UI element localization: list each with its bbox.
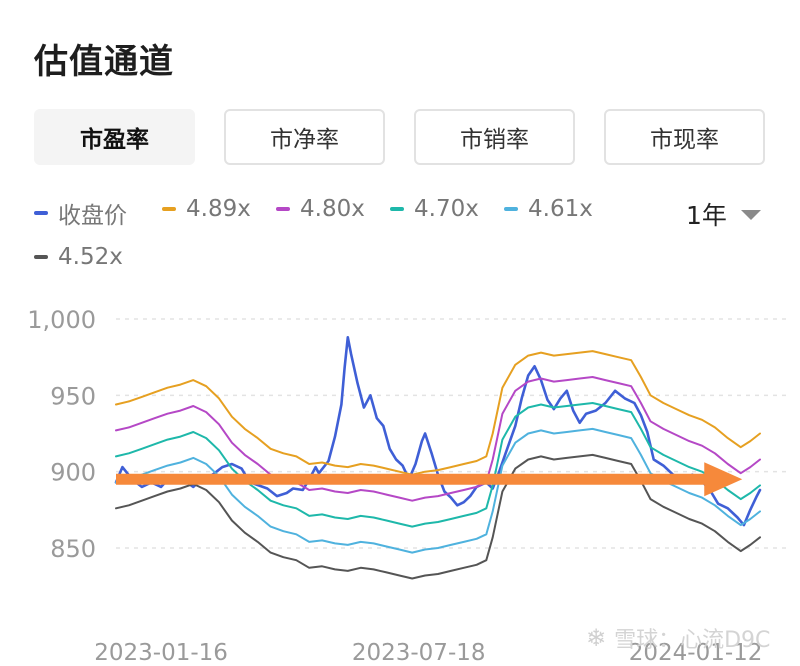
tab-pb[interactable]: 市净率 — [224, 109, 385, 165]
valuation-channel-chart: 1,000 950 900 850 2023-01-16 2023-07-18 2024-0… — [27, 306, 790, 666]
tab-pe[interactable]: 市盈率 — [34, 109, 195, 165]
time-range-label: 1年 — [686, 201, 727, 230]
series-line — [115, 350, 761, 476]
legend-swatch — [504, 207, 518, 211]
series-line — [115, 453, 761, 580]
legend-item-452x[interactable]: 4.52x — [34, 244, 123, 270]
tab-pcf[interactable]: 市现率 — [604, 109, 765, 165]
y-tick-label: 900 — [50, 459, 96, 487]
legend-swatch — [276, 207, 290, 211]
caret-down-icon — [740, 210, 761, 220]
legend-item-480x[interactable]: 4.80x — [276, 196, 365, 222]
legend-item-489x[interactable]: 4.89x — [162, 196, 251, 222]
legend-label: 4.80x — [300, 196, 365, 222]
y-tick-label: 850 — [50, 535, 96, 563]
legend-item-461x[interactable]: 4.61x — [504, 196, 593, 222]
legend-label: 4.89x — [186, 196, 251, 222]
legend-item-close[interactable]: 收盘价 — [34, 196, 127, 230]
series-line — [115, 427, 761, 554]
x-tick-label: 2023-07-18 — [352, 640, 486, 666]
legend-label: 4.70x — [414, 196, 479, 222]
legend-label: 4.52x — [58, 244, 123, 270]
x-tick-label: 2023-01-16 — [94, 640, 228, 666]
legend-label: 4.61x — [528, 196, 593, 222]
ratio-tabs: 市盈率 市净率 市销率 市现率 — [34, 109, 766, 167]
snowball-icon: ❄ — [586, 624, 607, 652]
legend-swatch — [162, 207, 176, 211]
y-tick-label: 1,000 — [27, 306, 96, 334]
series-line — [115, 402, 761, 528]
legend-swatch — [390, 207, 404, 211]
legend-swatch — [34, 211, 48, 215]
watermark-text: 雪球：心流D9C — [614, 628, 771, 653]
arrow-head — [704, 462, 743, 497]
series-line — [115, 376, 761, 502]
x-tick-label: 2024-01-12 — [629, 640, 763, 666]
legend-label: 收盘价 — [58, 203, 127, 229]
legend-swatch — [34, 255, 48, 259]
page-title: 估值通道 — [34, 42, 174, 82]
tab-ps[interactable]: 市销率 — [414, 109, 575, 165]
y-tick-label: 950 — [50, 382, 96, 410]
legend-item-470x[interactable]: 4.70x — [390, 196, 479, 222]
watermark: ❄ 雪球：心流D9C — [586, 622, 770, 654]
time-range-selector[interactable]: 1年 — [686, 196, 761, 232]
